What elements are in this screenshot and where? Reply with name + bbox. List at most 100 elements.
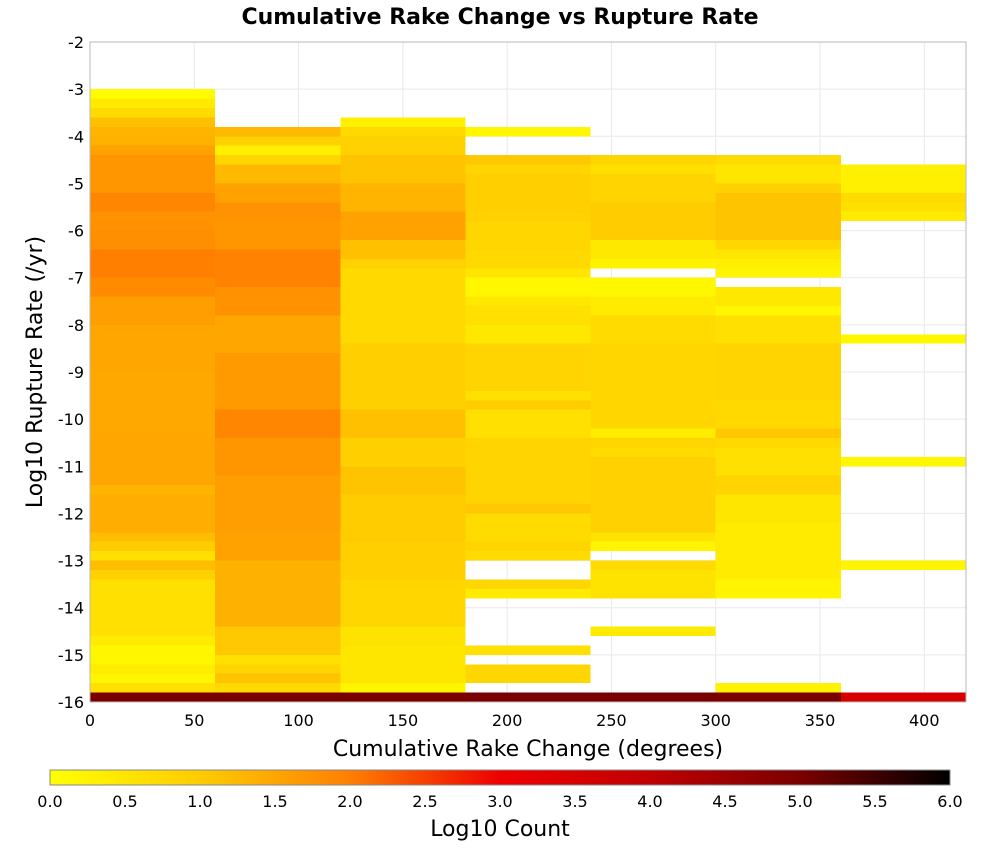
heatmap-cell xyxy=(90,89,216,99)
heatmap-cell xyxy=(715,183,841,193)
y-tick-label: -12 xyxy=(58,504,84,523)
heatmap-cell xyxy=(715,258,841,269)
heatmap-cell xyxy=(215,532,341,561)
colorbar-label: Log10 Count xyxy=(430,817,570,842)
heatmap-cell xyxy=(465,126,591,137)
heatmap-cell xyxy=(590,296,716,316)
heatmap-cell xyxy=(90,372,216,438)
y-tick-label: -14 xyxy=(58,599,84,618)
heatmap-cell xyxy=(215,145,341,156)
heatmap-cells xyxy=(90,89,966,702)
heatmap-cell xyxy=(340,409,466,438)
heatmap-cell xyxy=(465,277,591,297)
heatmap-cell xyxy=(340,268,466,344)
x-tick-label: 250 xyxy=(596,711,627,730)
heatmap-cell xyxy=(465,324,591,344)
heatmap-cell xyxy=(590,456,716,533)
heatmap-cell xyxy=(715,315,841,344)
heatmap-cell xyxy=(215,287,341,316)
y-axis-label: Log10 Rupture Rate (/yr) xyxy=(23,236,48,508)
heatmap-cell xyxy=(215,560,341,627)
heatmap-cell xyxy=(465,306,591,325)
heatmap-cell xyxy=(215,136,341,146)
heatmap-cell xyxy=(465,588,591,599)
plot-frame xyxy=(89,41,967,703)
heatmap-cell xyxy=(840,560,966,570)
heatmap-cell xyxy=(90,636,216,646)
heatmap-cell xyxy=(715,438,841,448)
colorbar-tick-label: 3.5 xyxy=(562,792,587,811)
y-tick-label: -6 xyxy=(68,222,84,241)
heatmap-cell xyxy=(840,202,966,212)
heatmap-cell xyxy=(340,494,466,542)
heatmap-cell xyxy=(340,126,466,137)
heatmap-cell xyxy=(465,249,591,269)
heatmap-cell xyxy=(715,494,841,523)
y-tick-labels: -2 -3 -4 -5 -6 -7 -8 -9 -10 -11 -12 -13 -14 -15 -16 xyxy=(58,33,84,712)
heatmap-cell xyxy=(90,249,216,278)
heatmap-cell xyxy=(90,155,216,193)
heatmap-cell xyxy=(215,353,341,410)
heatmap-cell xyxy=(715,268,841,278)
heatmap-cell xyxy=(715,683,841,693)
heatmap-cell xyxy=(590,438,716,448)
heatmap-cell xyxy=(590,626,716,636)
colorbar xyxy=(49,769,951,786)
heatmap-cell xyxy=(215,654,341,665)
heatmap-cell xyxy=(215,673,341,684)
heatmap-cell xyxy=(715,522,841,580)
heatmap-cell xyxy=(840,211,966,222)
chart-title: Cumulative Rake Change vs Rupture Rate xyxy=(241,5,758,30)
y-tick-label: -16 xyxy=(58,693,84,712)
heatmap-cell xyxy=(215,692,341,702)
heatmap-cell xyxy=(465,296,591,306)
y-tick-label: -8 xyxy=(68,316,84,335)
heatmap-cell xyxy=(715,155,841,165)
heatmap-cell xyxy=(90,117,216,127)
heatmap-cell xyxy=(465,513,591,542)
heatmap-cell xyxy=(590,541,716,552)
heatmap-cell xyxy=(465,155,591,165)
heatmap-cell xyxy=(465,390,591,401)
heatmap-cell xyxy=(90,541,216,552)
heatmap-cell xyxy=(840,192,966,203)
colorbar-tick-label: 1.5 xyxy=(262,792,287,811)
heatmap-cell xyxy=(465,409,591,438)
heatmap-cell xyxy=(590,447,716,457)
heatmap-cell xyxy=(340,343,466,410)
heatmap-cell xyxy=(715,579,841,599)
heatmap-cell xyxy=(215,438,341,476)
heatmap-cell xyxy=(715,343,841,401)
heatmap-cell xyxy=(465,551,591,561)
x-tick-label: 300 xyxy=(700,711,731,730)
y-tick-label: -9 xyxy=(68,363,84,382)
heatmap-cell xyxy=(340,155,466,184)
heatmap-cell xyxy=(215,315,341,354)
heatmap-cell xyxy=(90,551,216,561)
heatmap-cell xyxy=(215,126,341,137)
heatmap-cell xyxy=(465,579,591,589)
heatmap-cell xyxy=(90,277,216,297)
heatmap-cell xyxy=(215,683,341,693)
heatmap-cell xyxy=(215,626,341,655)
heatmap-cell xyxy=(590,560,716,570)
heatmap-cell xyxy=(465,692,591,702)
heatmap-cell xyxy=(90,136,216,146)
heatmap-cell xyxy=(715,249,841,259)
heatmap-cell xyxy=(340,117,466,127)
y-tick-label: -3 xyxy=(68,80,84,99)
heatmap-cell xyxy=(715,164,841,184)
heatmap-cell xyxy=(340,258,466,269)
y-tick-label: -2 xyxy=(68,33,84,52)
heatmap-cell xyxy=(90,126,216,137)
heatmap-cell xyxy=(90,570,216,580)
heatmap-cell xyxy=(90,230,216,250)
heatmap-cell xyxy=(340,626,466,646)
heatmap-cell xyxy=(340,541,466,580)
heatmap-cell xyxy=(90,532,216,542)
heatmap-cell xyxy=(715,692,841,702)
heatmap-cell xyxy=(590,343,716,429)
heatmap-cell xyxy=(90,579,216,636)
y-tick-label: -7 xyxy=(68,269,84,288)
heatmap-cell xyxy=(590,428,716,438)
